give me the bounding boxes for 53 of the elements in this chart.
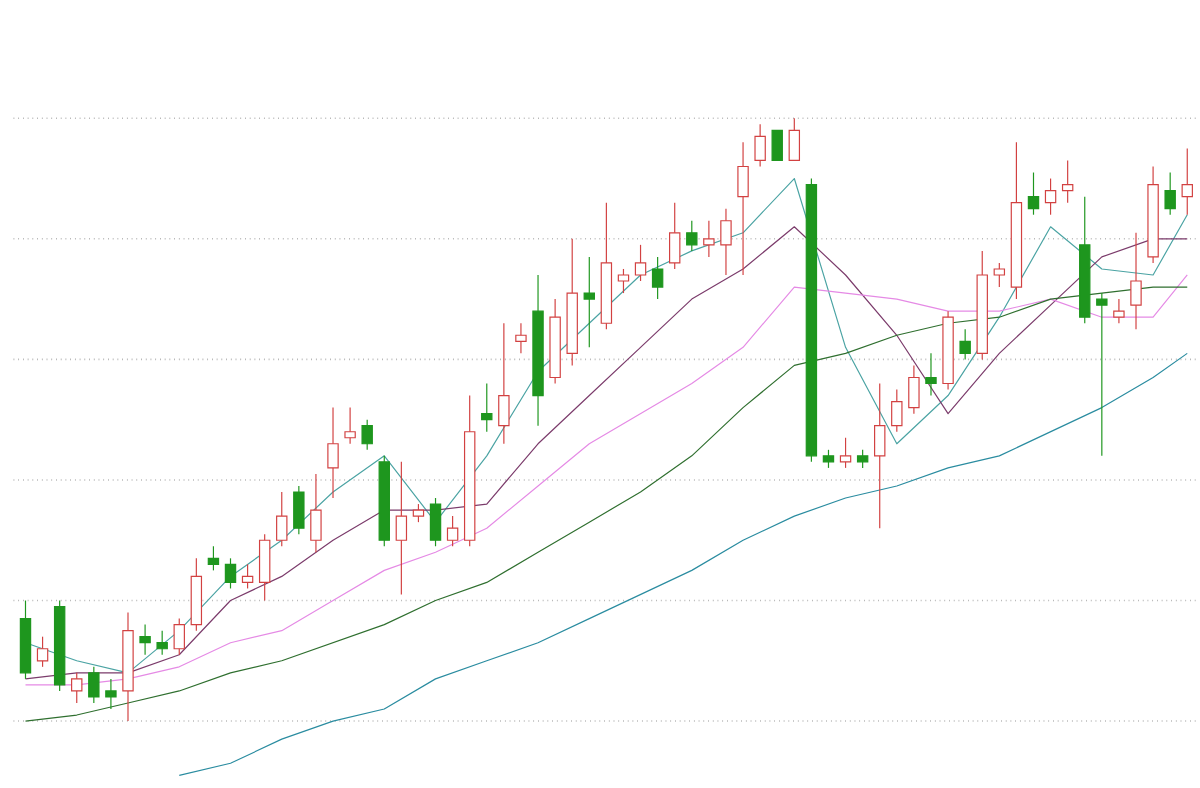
candlestick xyxy=(156,629,168,656)
candlestick xyxy=(310,473,322,553)
candlestick xyxy=(276,491,288,547)
candlestick xyxy=(207,545,220,571)
candlestick xyxy=(651,256,664,300)
candlestick xyxy=(1164,171,1176,216)
candlestick xyxy=(839,436,852,469)
candlestick xyxy=(344,406,356,445)
candlestick xyxy=(737,141,749,276)
candlestick xyxy=(173,617,185,656)
candlestick xyxy=(634,244,647,282)
candlestick xyxy=(71,672,83,704)
candlestick xyxy=(36,635,49,668)
candlestick xyxy=(361,418,373,451)
candlestick xyxy=(874,382,886,529)
candlestick xyxy=(515,322,527,354)
candlestick xyxy=(498,322,510,445)
candlestick xyxy=(925,352,937,396)
candlestick xyxy=(1061,159,1074,204)
candlestick xyxy=(686,219,698,252)
candlestick xyxy=(481,382,493,433)
candlestick xyxy=(1130,231,1142,330)
candlestick xyxy=(993,262,1006,288)
candlestick xyxy=(88,666,100,704)
candlestick xyxy=(1096,292,1108,457)
candlestick xyxy=(856,449,869,469)
candlestick xyxy=(258,533,271,601)
candlestick xyxy=(105,678,117,710)
candlestick xyxy=(959,328,971,360)
candlestick xyxy=(822,449,835,469)
candlestick xyxy=(241,563,254,589)
candlestick xyxy=(1113,298,1125,324)
candlestick xyxy=(771,129,783,161)
candlestick xyxy=(720,207,732,276)
candlestick xyxy=(395,461,408,595)
candlestick xyxy=(669,201,681,270)
candlestick xyxy=(429,497,442,547)
candlestick xyxy=(1181,147,1193,216)
candlestick xyxy=(908,364,920,415)
candlestick xyxy=(617,268,630,294)
candlestick xyxy=(412,503,425,523)
candlestick xyxy=(703,219,715,258)
candlestick xyxy=(1044,177,1057,216)
candlestick xyxy=(446,515,459,547)
candlestick xyxy=(754,123,766,167)
candlestick xyxy=(224,557,237,589)
candlestick xyxy=(891,388,903,433)
candlestick xyxy=(327,406,339,499)
candlestick xyxy=(583,256,595,348)
candlestick xyxy=(139,623,151,656)
candlestick xyxy=(1027,171,1040,216)
candlestick xyxy=(293,485,305,535)
candlestick xyxy=(788,117,801,161)
